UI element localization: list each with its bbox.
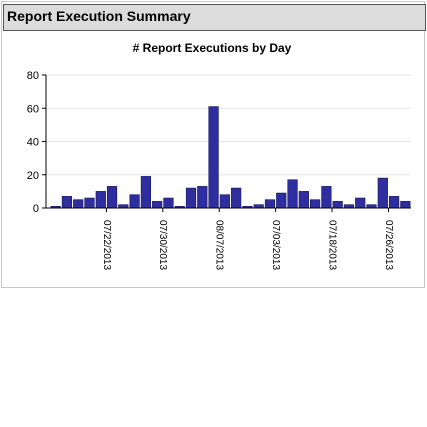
report-execution-summary-panel: Report Execution Summary (1, 1, 426, 288)
bar (140, 176, 151, 209)
y-tick-label: 80 (27, 70, 39, 82)
x-date-label: 07/30/2013 (157, 220, 168, 270)
bar (129, 194, 140, 209)
panel-title: Report Execution Summary (7, 8, 191, 24)
x-axis-date-labels: 07/22/2013 07/30/2013 08/07/2013 07/03/2013… (101, 208, 394, 270)
bar (298, 191, 309, 209)
x-date-label: 08/07/2013 (214, 220, 225, 270)
bar (276, 192, 287, 209)
bar (377, 177, 388, 209)
x-date-label: 07/26/2013 (383, 220, 394, 270)
bar (208, 106, 219, 209)
bar (61, 196, 73, 209)
y-tick-label: 60 (27, 103, 39, 115)
bar (321, 186, 332, 209)
y-tick-label: 20 (27, 170, 39, 182)
bar (197, 186, 208, 209)
bar (231, 187, 242, 209)
x-date-label: 07/18/2013 (326, 220, 337, 270)
chart-bars (50, 106, 411, 209)
bar (287, 179, 298, 209)
bar (95, 191, 106, 209)
bar (163, 197, 174, 209)
bar (355, 197, 366, 209)
y-axis-ticks: 0 20 40 60 80 (27, 70, 46, 215)
bar (310, 199, 321, 209)
bar (106, 186, 118, 209)
bar (264, 199, 276, 209)
chart-gridlines (46, 74, 411, 176)
panel-header: Report Execution Summary (3, 4, 426, 31)
x-date-label: 07/22/2013 (101, 220, 112, 270)
bar (388, 196, 400, 209)
bar (73, 199, 84, 209)
x-date-label: 07/03/2013 (270, 220, 281, 270)
bar (332, 201, 343, 209)
bar (400, 201, 411, 209)
bar (185, 187, 197, 209)
executions-bar-chart: # Report Executions by Day 0 20 40 60 80 07/… (27, 41, 411, 270)
bar (84, 197, 95, 209)
bar (152, 201, 163, 209)
bar (219, 194, 230, 209)
y-tick-label: 0 (33, 203, 39, 215)
chart-title: # Report Executions by Day (133, 41, 292, 55)
y-tick-label: 40 (27, 137, 39, 149)
